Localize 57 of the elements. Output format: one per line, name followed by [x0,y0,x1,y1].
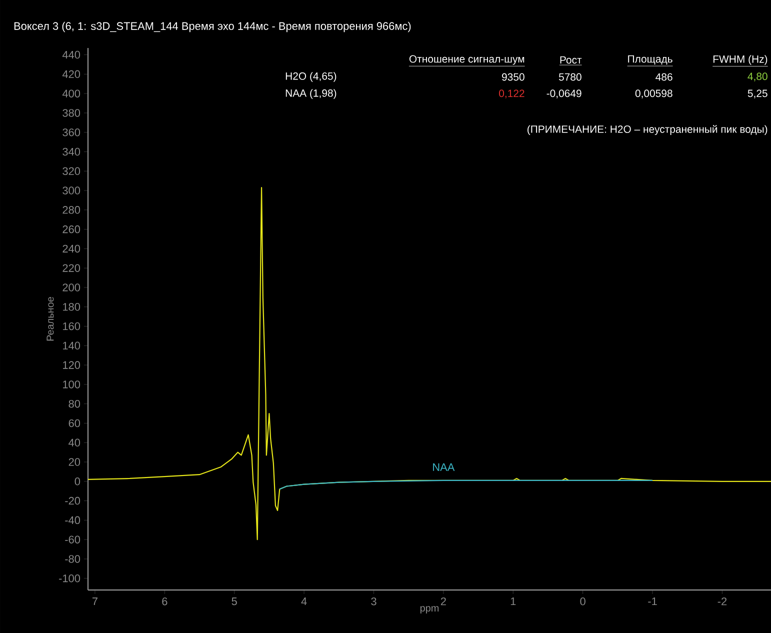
y-tick-label: 300 [62,186,80,194]
annotation: Отношение сигнал-шум [409,55,524,65]
y-tick-label: 340 [62,148,80,156]
y-tick-label: 200 [62,284,80,292]
annotation: 0,00598 [635,90,672,98]
x-tick-label: 5 [232,598,237,606]
y-tick-label: 440 [62,50,80,59]
annotation: NAA (1,98) [286,89,336,99]
y-tick-label: 160 [63,322,80,330]
y-tick-label: 120 [63,361,80,369]
y-tick-label: 240 [62,244,80,253]
x-tick-label: 0 [580,598,586,606]
y-tick-label: 360 [62,128,80,136]
x-tick-label: 3 [371,598,376,606]
x-tick-label: -2 [718,598,727,606]
y-tick-label: 100 [63,380,80,388]
y-tick-label: -80 [65,555,80,563]
x-axis-title: ppm [420,606,439,614]
y-tick-label: 180 [63,302,80,311]
annotation: 5,25 [748,90,768,98]
x-tick-label: 1 [510,598,516,606]
x-tick-label: 4 [301,598,307,606]
annotation: H2O (4,65) [286,72,336,82]
annotation: 4,80 [748,72,768,82]
x-tick-label: -1 [648,598,657,606]
annotation: FWHM (Hz) [713,55,768,65]
y-tick-label: 260 [62,225,80,234]
y-tick-label: 280 [62,206,80,214]
annotation: 9350 [502,73,524,81]
annotation: Площадь [628,55,672,65]
series-label: NAA [433,463,455,471]
y-tick-label: -100 [59,574,80,582]
x-tick-label: 2 [440,598,446,606]
annotation: Рост [560,56,582,64]
y-tick-label: 60 [68,419,80,428]
annotation: 5780 [558,73,582,81]
y-tick-label: 380 [62,109,80,117]
y-tick-label: 140 [63,342,80,350]
annotation: -0,0649 [546,90,582,98]
y-tick-label: 0 [74,478,80,486]
y-tick-label: 40 [68,438,80,446]
annotation: 486 [656,73,672,81]
y-tick-label: -60 [65,536,80,544]
y-tick-label: 420 [62,70,80,78]
x-tick-label: 7 [92,598,98,606]
y-tick-label: -20 [65,496,80,505]
chart-title: Воксел 3 (6, 1: s3D_STEAM_144 Время эхо 144мс - Время повторения 966мс) [14,22,411,32]
y-tick-label: 320 [62,167,80,176]
annotation: 0,122 [499,90,524,98]
y-tick-label: -40 [65,516,80,524]
annotation: (ПРИМЕЧАНИЕ: H2O – неустраненный пик воды) [528,125,768,135]
y-axis-title: Реальное [46,296,54,341]
y-tick-label: 80 [68,400,80,408]
y-tick-label: 20 [68,458,80,466]
y-tick-label: 400 [62,90,80,98]
y-tick-label: 220 [62,264,80,272]
x-tick-label: 6 [162,598,168,606]
